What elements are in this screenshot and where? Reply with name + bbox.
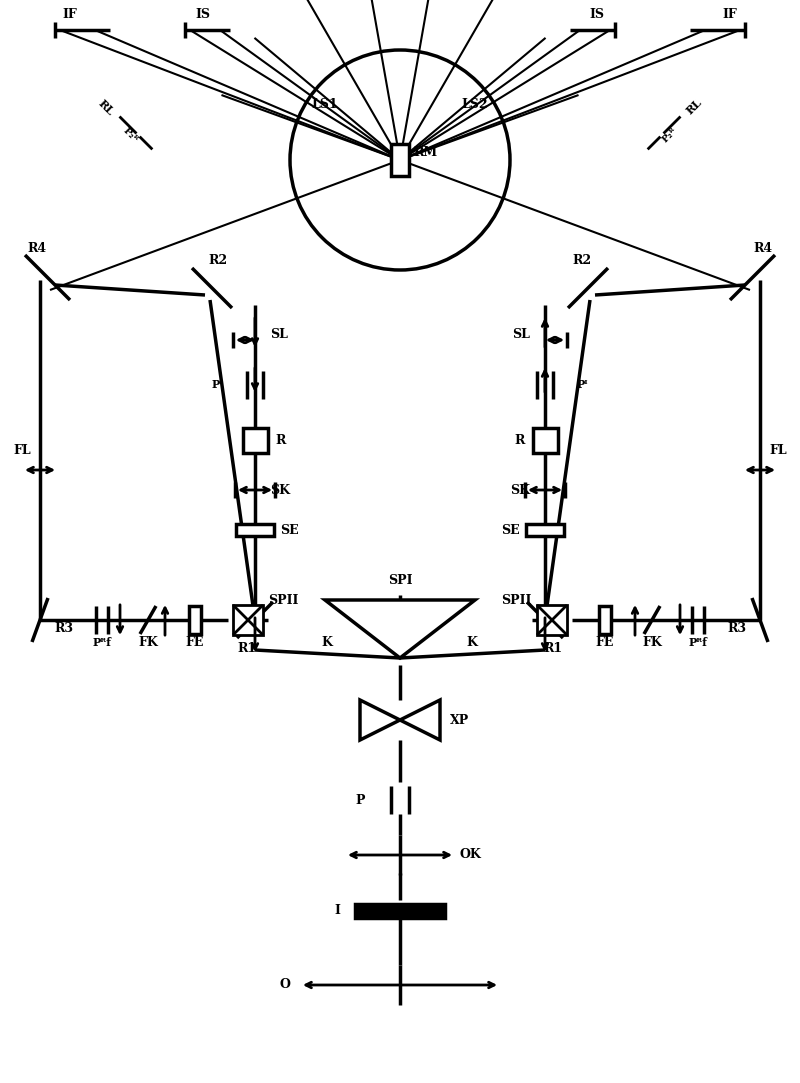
Text: R4: R4	[754, 242, 773, 255]
Bar	[236, 524, 274, 536]
Text: R4: R4	[27, 242, 46, 255]
Text: RL: RL	[684, 97, 704, 117]
Text: FE: FE	[186, 636, 204, 649]
Text: RM: RM	[413, 145, 437, 158]
Bar	[242, 428, 267, 453]
Text: R2: R2	[209, 253, 227, 266]
Text: K: K	[466, 636, 478, 649]
Text: P₂ᴿ: P₂ᴿ	[121, 126, 139, 144]
Text: IS: IS	[590, 9, 605, 22]
Text: I: I	[334, 903, 340, 916]
Text: FL: FL	[769, 444, 787, 457]
Text: IS: IS	[195, 9, 210, 22]
Text: OK: OK	[460, 848, 482, 861]
Text: Pᴵ: Pᴵ	[211, 379, 223, 391]
Text: R: R	[514, 433, 525, 446]
Text: LS2: LS2	[462, 99, 488, 112]
Text: R2: R2	[573, 253, 591, 266]
Bar	[599, 606, 611, 634]
Bar	[537, 605, 567, 635]
Text: SPI: SPI	[388, 574, 412, 587]
Bar	[533, 428, 558, 453]
Text: SPII: SPII	[268, 593, 298, 606]
Text: IF: IF	[722, 9, 738, 22]
Text: P₂ᴿ: P₂ᴿ	[661, 126, 679, 144]
Text: RL: RL	[96, 97, 116, 117]
Text: O: O	[279, 979, 290, 992]
Bar	[391, 144, 409, 177]
Text: Pᴵ: Pᴵ	[577, 379, 589, 391]
Text: SK: SK	[510, 483, 530, 496]
Bar	[189, 606, 201, 634]
Text: K: K	[322, 636, 333, 649]
Polygon shape	[400, 700, 440, 740]
Text: SE: SE	[502, 523, 520, 536]
Text: SPII: SPII	[502, 593, 532, 606]
Text: R3: R3	[727, 622, 746, 635]
Text: XP: XP	[450, 714, 470, 727]
Text: R1: R1	[543, 641, 562, 654]
Text: Pᴿf: Pᴿf	[93, 637, 111, 648]
Bar	[526, 524, 564, 536]
Text: SK: SK	[270, 483, 290, 496]
Text: LS1: LS1	[312, 99, 338, 112]
Text: R: R	[275, 433, 286, 446]
Text: Pᴿf: Pᴿf	[689, 637, 707, 648]
Polygon shape	[360, 700, 400, 740]
Text: FK: FK	[138, 636, 158, 649]
Text: R1: R1	[238, 641, 257, 654]
Bar	[355, 904, 445, 918]
Text: P: P	[355, 794, 365, 807]
Text: SL: SL	[270, 328, 288, 341]
Text: SE: SE	[280, 523, 298, 536]
Text: SL: SL	[512, 328, 530, 341]
Text: FE: FE	[596, 636, 614, 649]
Polygon shape	[325, 600, 475, 658]
Text: IF: IF	[62, 9, 78, 22]
Text: FK: FK	[642, 636, 662, 649]
Bar	[233, 605, 263, 635]
Text: FL: FL	[13, 444, 31, 457]
Text: R3: R3	[54, 622, 73, 635]
